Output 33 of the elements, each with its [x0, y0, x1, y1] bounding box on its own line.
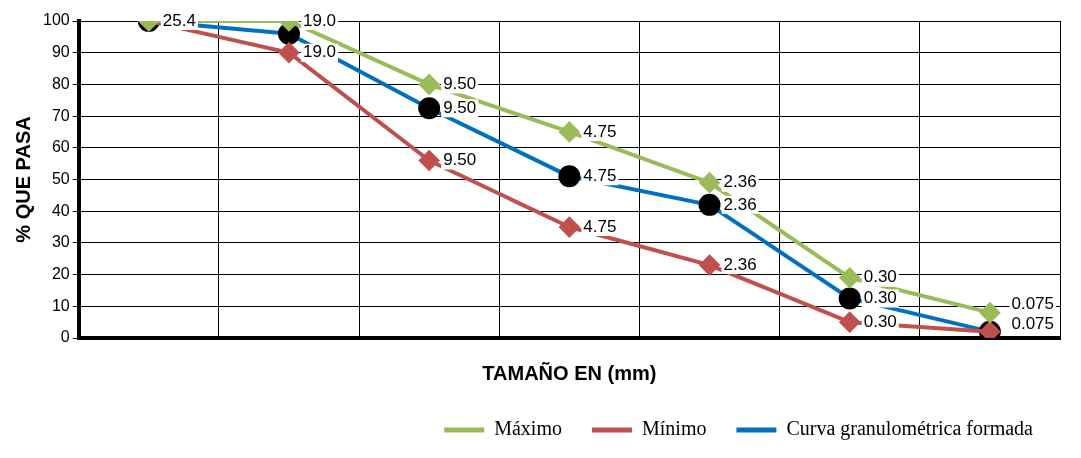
y-tick-label: 100 — [42, 11, 70, 29]
annotation: 19.0 — [302, 10, 337, 30]
legend-label: Máximo — [494, 417, 562, 440]
y-tick-label: 30 — [51, 233, 70, 251]
annotation: 0.30 — [863, 267, 897, 287]
legend-label: Curva granulométrica formada — [786, 417, 1034, 441]
annotation: 0.075 — [1011, 293, 1055, 313]
annotation: 25.4 — [162, 10, 196, 30]
annotation: 2.36 — [723, 172, 757, 192]
annotation: 4.75 — [583, 216, 617, 236]
y-tick-label: 60 — [51, 138, 70, 156]
annotation: 4.75 — [583, 166, 617, 186]
y-tick-label: 70 — [51, 106, 70, 124]
annotation: 19.0 — [302, 42, 337, 62]
y-tick-label: 80 — [51, 74, 70, 92]
annotation: 0.30 — [863, 311, 897, 331]
y-tick-label: 20 — [51, 265, 70, 283]
y-tick-label: 50 — [51, 169, 70, 187]
y-axis-title: % QUE PASA — [11, 116, 34, 243]
annotation: 4.75 — [583, 121, 617, 141]
y-tick-label: 0 — [60, 328, 70, 346]
y-tick-label: 90 — [51, 43, 70, 61]
annotation: 2.36 — [723, 254, 757, 274]
annotation: 0.30 — [863, 288, 897, 308]
y-tick-label: 40 — [51, 201, 70, 219]
annotation: 0.075 — [1011, 313, 1055, 333]
y-tick-label: 10 — [51, 296, 70, 314]
x-axis-title: TAMAÑO EN (mm) — [482, 361, 657, 384]
legend-label: Mínimo — [641, 417, 707, 440]
annotation: 9.50 — [443, 97, 477, 117]
annotation: 9.50 — [443, 74, 477, 94]
annotation: 9.50 — [443, 150, 477, 170]
annotation: 2.36 — [723, 194, 757, 214]
